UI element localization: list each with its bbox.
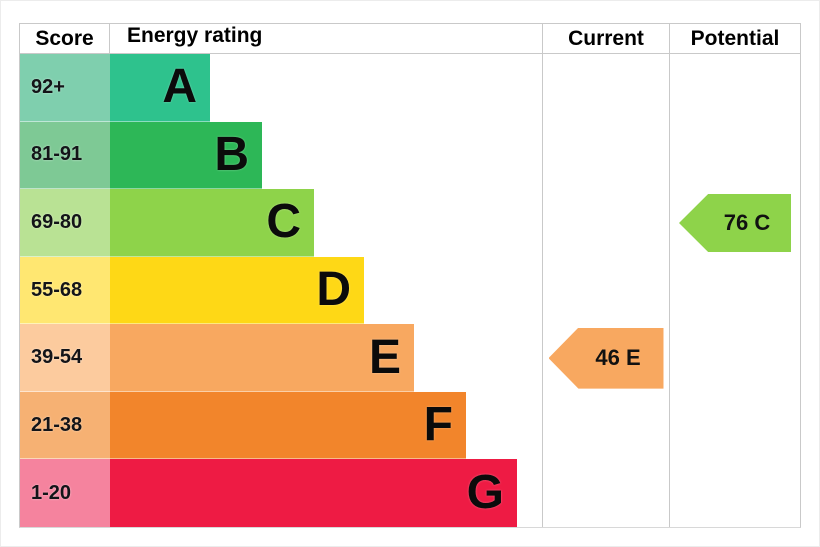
- score-range-g: 1-20: [20, 459, 110, 528]
- score-range-c: 69-80: [20, 189, 110, 257]
- current-column-header: Current: [542, 24, 669, 53]
- energy-rating-column-header: Energy rating: [127, 24, 263, 47]
- current-rating-label: 46 E: [595, 345, 641, 371]
- score-column-header: Score: [20, 24, 110, 53]
- score-range-f: 21-38: [20, 391, 110, 460]
- potential-rating-arrow: 76 C: [679, 193, 791, 252]
- band-letter-a: A: [162, 60, 197, 114]
- band-row-b: 81-91 B: [20, 121, 800, 190]
- band-letter-g: G: [466, 466, 504, 520]
- potential-column-header: Potential: [669, 24, 800, 53]
- band-bar-e: E: [110, 324, 414, 392]
- band-letter-f: F: [423, 398, 453, 452]
- band-bar-b: B: [110, 121, 262, 190]
- band-row-d: 55-68 D: [20, 256, 800, 325]
- band-letter-d: D: [316, 263, 351, 317]
- band-letter-c: C: [266, 195, 301, 249]
- band-row-c: 69-80 C 76 C: [20, 189, 800, 257]
- band-row-e: 39-54 E 46 E: [20, 324, 800, 392]
- epc-table: Score Energy rating Current Potential 92…: [19, 23, 801, 528]
- band-letter-b: B: [214, 127, 249, 181]
- score-range-d: 55-68: [20, 256, 110, 325]
- current-rating-arrow: 46 E: [548, 327, 664, 389]
- band-letter-e: E: [368, 330, 401, 384]
- potential-rating-label: 76 C: [723, 209, 771, 235]
- score-range-e: 39-54: [20, 324, 110, 392]
- band-bar-c: C: [110, 189, 314, 257]
- score-range-b: 81-91: [20, 121, 110, 190]
- band-bar-d: D: [110, 256, 364, 325]
- table-header-row: Score Energy rating Current Potential: [20, 24, 800, 54]
- band-bar-f: F: [110, 391, 466, 460]
- band-row-a: 92+ A: [20, 54, 800, 122]
- band-bar-g: G: [110, 459, 517, 528]
- band-row-g: 1-20 G: [20, 459, 800, 528]
- score-range-a: 92+: [20, 54, 110, 122]
- band-bar-a: A: [110, 54, 210, 122]
- band-row-f: 21-38 F: [20, 391, 800, 460]
